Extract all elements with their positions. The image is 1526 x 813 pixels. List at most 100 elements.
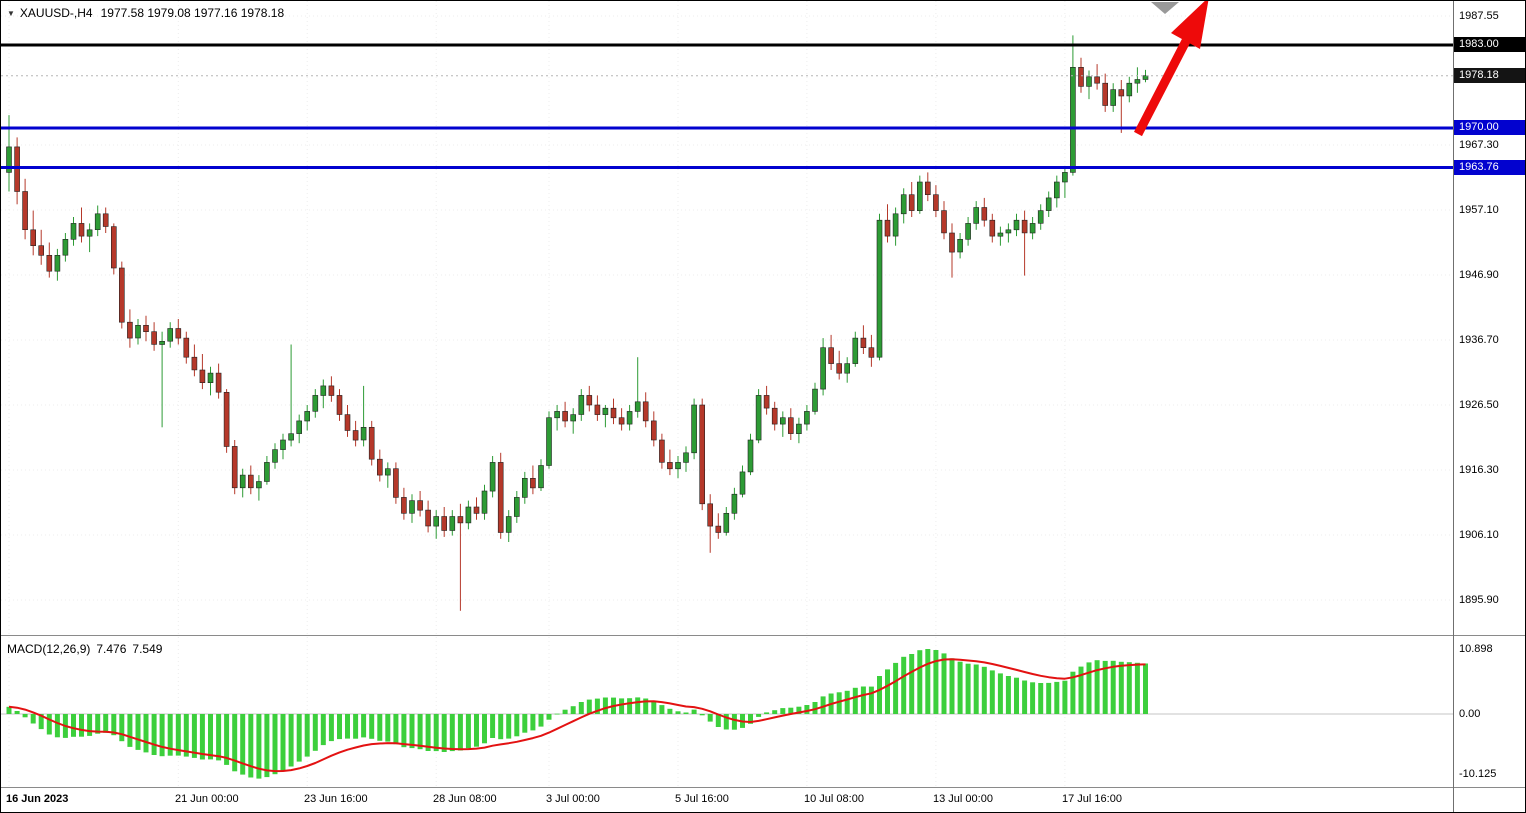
candle-body xyxy=(215,372,222,393)
macd-histogram-bar xyxy=(796,706,802,714)
time-axis-label: 3 Jul 00:00 xyxy=(546,793,600,805)
candle-body xyxy=(876,219,883,358)
trend-arrow-head-icon[interactable] xyxy=(1171,1,1209,49)
axis-tick-label: 1967.30 xyxy=(1459,139,1499,151)
candle-body xyxy=(223,391,230,447)
candle-body xyxy=(304,411,311,422)
macd-histogram-bar xyxy=(183,714,189,757)
macd-histogram-bar xyxy=(981,666,987,714)
candle-body xyxy=(610,407,617,419)
candle-body xyxy=(634,401,641,412)
macd-histogram-bar xyxy=(95,714,101,734)
macd-histogram-bar xyxy=(1126,662,1132,714)
candle-body xyxy=(1062,172,1068,183)
macd-histogram-bar xyxy=(554,713,560,715)
candle-body xyxy=(62,239,69,256)
candle-body xyxy=(941,210,947,234)
candle-body xyxy=(505,516,512,533)
macd-histogram-bar xyxy=(361,714,367,738)
macd-signal-line xyxy=(8,658,1146,773)
candle-body xyxy=(46,255,53,272)
macd-label: MACD(12,26,9) xyxy=(7,642,91,656)
candle-body xyxy=(1118,89,1125,97)
macd-histogram-bar xyxy=(1143,663,1148,714)
pane-splitter[interactable] xyxy=(1,635,1525,636)
macd-histogram-bar xyxy=(248,714,254,778)
candle-body xyxy=(401,497,407,514)
macd-histogram-bar xyxy=(143,714,149,753)
candle-body xyxy=(175,328,182,339)
macd-histogram-bar xyxy=(199,714,205,760)
candle-body xyxy=(844,363,851,374)
axis-tick-label: 1987.55 xyxy=(1459,10,1499,22)
candle-body xyxy=(376,458,383,476)
macd-histogram-bar xyxy=(594,698,600,714)
candle-body xyxy=(1013,219,1020,231)
macd-histogram-bar xyxy=(506,714,512,739)
candle-body xyxy=(683,452,689,463)
candle-body xyxy=(481,490,488,514)
macd-histogram-bar xyxy=(465,714,471,749)
candle-body xyxy=(1021,219,1028,234)
macd-histogram-bar xyxy=(602,697,608,714)
macd-histogram-bar xyxy=(151,714,157,755)
level-price-label: 1963.76 xyxy=(1454,160,1525,175)
macd-pane[interactable] xyxy=(1,637,1453,787)
ohlc-values: 1977.58 1979.08 1977.16 1978.18 xyxy=(100,6,285,20)
macd-histogram-bar xyxy=(1038,683,1044,714)
candle-body xyxy=(763,395,770,409)
macd-histogram-bar xyxy=(1078,666,1084,714)
macd-histogram-bar xyxy=(433,714,439,752)
candle-body xyxy=(602,407,609,415)
candle-body xyxy=(344,414,351,431)
macd-histogram-bar xyxy=(111,714,117,736)
macd-histogram-bar xyxy=(337,714,342,740)
macd-histogram-bar xyxy=(619,698,625,714)
macd-histogram-bar xyxy=(208,714,213,760)
candle-body xyxy=(1126,82,1133,97)
macd-histogram-bar xyxy=(683,712,689,714)
candle-body xyxy=(30,229,37,247)
candle-body xyxy=(546,417,552,466)
macd-histogram-bar xyxy=(14,711,20,714)
chart-shift-marker-icon[interactable] xyxy=(1151,2,1179,14)
price-pane[interactable] xyxy=(1,1,1453,635)
candle-body xyxy=(143,324,149,332)
macd-histogram-bar xyxy=(707,714,713,722)
bid-price-label: 1978.18 xyxy=(1454,68,1525,83)
candle-body xyxy=(433,516,440,527)
macd-histogram-bar xyxy=(272,714,278,775)
macd-histogram-bar xyxy=(627,698,633,714)
candle-body xyxy=(1102,82,1108,106)
candle-body xyxy=(183,337,190,358)
time-axis[interactable]: 16 Jun 2023 21 Jun 00:00 23 Jun 16:00 28 Ju… xyxy=(1,789,1453,812)
expand-icon[interactable]: ▼ xyxy=(7,9,15,18)
candle-body xyxy=(965,223,971,240)
candle-body xyxy=(239,474,246,489)
macd-histogram-bar xyxy=(949,658,955,714)
candle-body xyxy=(409,500,415,514)
macd-signal-value: 7.549 xyxy=(132,642,163,656)
candle-body xyxy=(70,223,77,240)
pane-splitter-bottom[interactable] xyxy=(1,787,1525,788)
candle-body xyxy=(667,462,673,470)
candle-body xyxy=(1134,79,1141,84)
axis-tick-label: 1946.90 xyxy=(1459,269,1499,281)
macd-histogram-bar xyxy=(772,710,778,714)
price-axis[interactable]: 1987.55 1967.30 1957.10 1946.90 1936.70 1926.… xyxy=(1454,1,1525,812)
macd-histogram-bar xyxy=(893,662,899,714)
macd-histogram-bar xyxy=(385,714,391,742)
candle-body xyxy=(747,439,754,473)
macd-histogram-bar xyxy=(264,714,270,778)
candle-body xyxy=(127,321,133,339)
macd-histogram-bar xyxy=(22,714,28,718)
candle-body xyxy=(151,331,157,345)
macd-histogram-bar xyxy=(804,705,810,714)
candle-body xyxy=(473,506,480,514)
macd-histogram-bar xyxy=(1086,662,1092,714)
macd-histogram-bar xyxy=(901,656,907,714)
macd-histogram-bar xyxy=(852,687,858,714)
trend-arrow-shaft[interactable] xyxy=(1134,38,1190,137)
candle-body xyxy=(538,465,544,489)
